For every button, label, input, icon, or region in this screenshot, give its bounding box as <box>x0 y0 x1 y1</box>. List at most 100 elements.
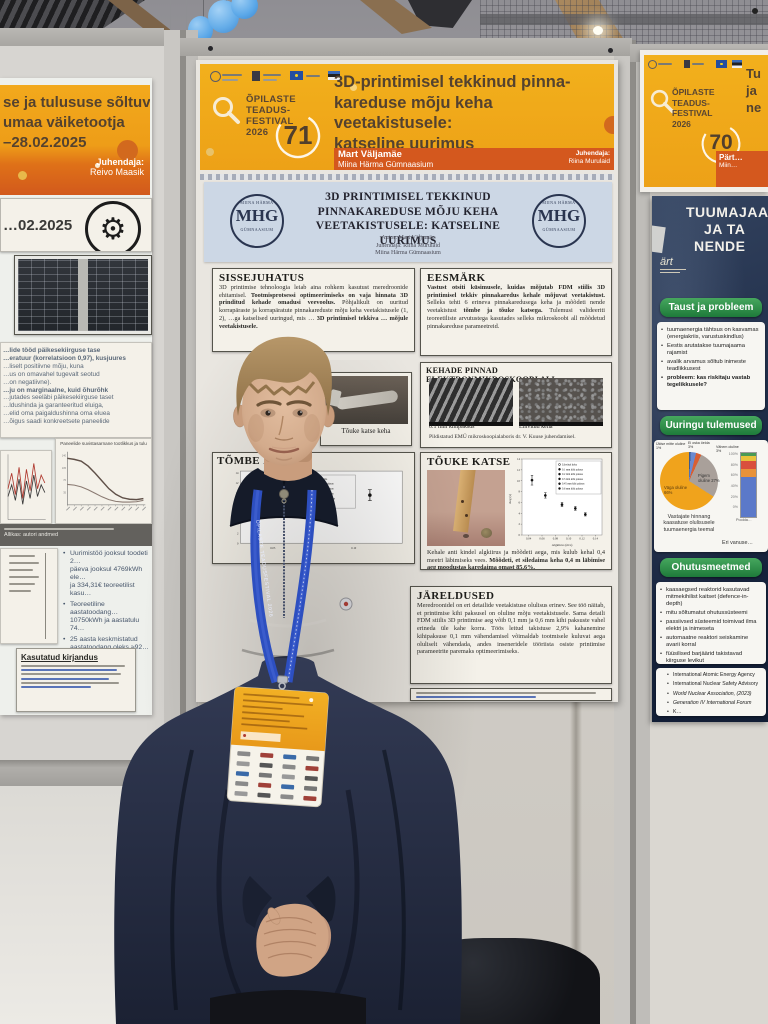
intro-line: …on negatiivne). <box>3 378 52 386</box>
eu-flag-icon <box>290 71 303 80</box>
section-eesmark: EESMÄRK Vastust otsiti küsimusele, kuida… <box>420 268 612 356</box>
left-mini-chart-card <box>0 450 52 524</box>
section-sissejuhatus: SISSEJUHATUS 3D printimise tehnoloogia l… <box>212 268 415 352</box>
art-logo: ärt <box>660 256 686 273</box>
hair-fringe <box>248 381 316 396</box>
bar-label: Poolda… <box>736 518 752 522</box>
pie-label: Pigem oluline 27% <box>698 473 720 483</box>
finger-line <box>263 928 317 935</box>
balloon-string <box>170 0 171 36</box>
frame-post <box>636 44 650 1024</box>
magnifier-icon <box>213 97 240 124</box>
zipper-pull-icon <box>279 489 289 499</box>
banner-dot <box>18 171 27 180</box>
balloon-string <box>186 0 187 30</box>
list-item: mitu sõltumatut ohutussüsteemi <box>660 610 763 617</box>
intro-line: …ldushinda ja garanteeritud eluiga, <box>3 402 104 410</box>
section-title: TÕUKE KATSE <box>427 456 511 468</box>
estonia-flag-icon <box>732 60 742 68</box>
svg-text:105: 105 <box>62 467 67 470</box>
svg-text:12: 12 <box>236 481 239 485</box>
section-taust-card: tuumaenergia tähtsus on kasvamas (energi… <box>657 322 765 410</box>
list-item: passiivsed süsteemid toimivad ilma elekt… <box>660 619 763 633</box>
reference-item: International Nuclear Safety Advisory <box>667 681 763 688</box>
lanyard: ÕPILASTE TEADUSFESTIVAL 2026 <box>250 489 317 684</box>
eu-flag-icon <box>716 60 727 68</box>
badge-clasp-icon <box>276 675 289 684</box>
section-touke-katse: TÕUKE KATSE 024681012140.040.060.080.100… <box>420 452 612 570</box>
railing-bar <box>480 14 768 25</box>
finger-line <box>267 952 313 959</box>
sem-caption: Lihvitud keha <box>519 424 553 430</box>
bar-axis: 100% 80% 60% 40% 20% 0% <box>726 452 738 516</box>
axis-tick-label: 100% <box>728 452 738 456</box>
partner-logo-icon <box>252 71 260 81</box>
svg-text:2: 2 <box>237 531 239 535</box>
section-ohutus-header: Ohutusmeetmed <box>660 558 762 577</box>
finger-line <box>263 940 317 947</box>
estonia-flag-icon <box>328 71 340 80</box>
left-poster-banner: se ja tulususe sõltuvus umaa väiketootja… <box>0 85 150 195</box>
left-date-heading: …02.2025 <box>3 217 73 234</box>
banner-dot <box>350 84 357 91</box>
cheek-shade <box>304 414 320 442</box>
svg-text:0.12: 0.12 <box>579 537 585 541</box>
reference-item: World Nuclear Association, (2023) <box>667 691 763 698</box>
list-item: Teoreetiline aastatoodang…10750kWh ja aa… <box>63 601 154 633</box>
svg-text:0: 0 <box>237 541 239 545</box>
number-ring-icon <box>275 113 321 159</box>
intro-line: …elid oma paigaldushinna oma eluea <box>3 410 110 418</box>
bar-segment <box>741 456 756 462</box>
stand-number: 70 <box>709 131 733 154</box>
svg-text:Lihvitud keha: Lihvitud keha <box>562 464 578 467</box>
bar-segment <box>741 468 756 478</box>
production-line-chart: 35 70 105 140 <box>62 451 147 511</box>
left-side-axis-card <box>0 548 58 644</box>
section-references-card: International Atomic Energy Agency Inter… <box>656 668 766 716</box>
left-production-chart-card: Paneelide suvistasarnane tootlikkus ja t… <box>55 438 152 524</box>
list-item: tuumaenergia tähtsus on kasvamas (energi… <box>661 327 762 341</box>
svg-text:0.05: 0.05 <box>270 546 276 550</box>
reference-item: K… <box>667 709 763 716</box>
pie-label: Väga oluline 66% <box>664 485 688 495</box>
list-item: kaasaegsed reaktorid kasutavad mitmekihi… <box>660 587 763 607</box>
intro-line: …jutades seeläbi päikesekiirguse taset <box>3 394 114 402</box>
pie-label: Vähem oluline 3% <box>716 445 739 454</box>
section-tulemused-header: Uuringu tulemused <box>660 416 762 435</box>
magnifier-icon <box>650 89 675 114</box>
touke-scatter-chart: 0 2 4 6 8 10 12 14 0.04 0.06 0.08 0.10 0.12 0.14 Aeg (… <box>508 457 603 547</box>
svg-text:12: 12 <box>517 468 521 472</box>
section-text: Meredroonidel on eri detailide veetakist… <box>417 602 605 656</box>
svg-text:4: 4 <box>519 511 521 515</box>
partner-logo-icon <box>684 60 690 68</box>
lanyard-badge <box>226 675 329 808</box>
head <box>233 336 335 481</box>
center-banner-title: 3D-printimisel tekkinud pinna- kareduse … <box>334 73 571 153</box>
stand-number-badge: 71 <box>274 112 322 160</box>
eyebrow-icon <box>256 400 282 407</box>
hair <box>236 336 332 416</box>
stacked-bar-chart <box>740 452 757 518</box>
intro-line: …ju on marginaalne, kuid õhurõhk <box>3 386 109 394</box>
left-banner-title: se ja tulususe sõltuvus umaa väiketootja… <box>3 94 150 151</box>
list-item: Uurimistöö jooksul toodeti 2…päeva jooks… <box>63 550 154 598</box>
center-banner: ÕPILASTE TEADUS- FESTIVAL 2026 71 3D-pri… <box>200 64 614 170</box>
svg-text:10: 10 <box>517 479 521 483</box>
list-item: Eestis arutatakse tuumajaama rajamist <box>661 343 762 357</box>
sleeve-cuff <box>242 876 272 928</box>
center-banner-authors: Mart Väljamäe Miina Härma Gümnaasium Juh… <box>334 148 614 170</box>
svg-text:Aeg (s): Aeg (s) <box>508 494 512 504</box>
eye-icon <box>297 410 303 416</box>
school-logo-icon: MIINA HÄRMA MHG GÜMNAASIUM <box>230 194 284 248</box>
chin-crease <box>275 457 293 461</box>
gear-logo-icon: ⚙ <box>85 201 141 251</box>
stick-hole <box>465 514 468 517</box>
section-tulemused-card: Üldse mitte oluline 1% Ei oska öelda 3% … <box>654 440 768 552</box>
frame-screw <box>208 46 213 51</box>
finger-line <box>265 917 313 924</box>
svg-text:0.1 mm kihi paksus: 0.1 mm kihi paksus <box>562 468 583 471</box>
intro-line: …eratuur (korrelatsioon 0,97), kusjuures <box>3 354 126 362</box>
production-chart-title: Paneelide suvistasarnane tootlikkus ja t… <box>60 441 147 446</box>
nose-base <box>274 437 294 441</box>
